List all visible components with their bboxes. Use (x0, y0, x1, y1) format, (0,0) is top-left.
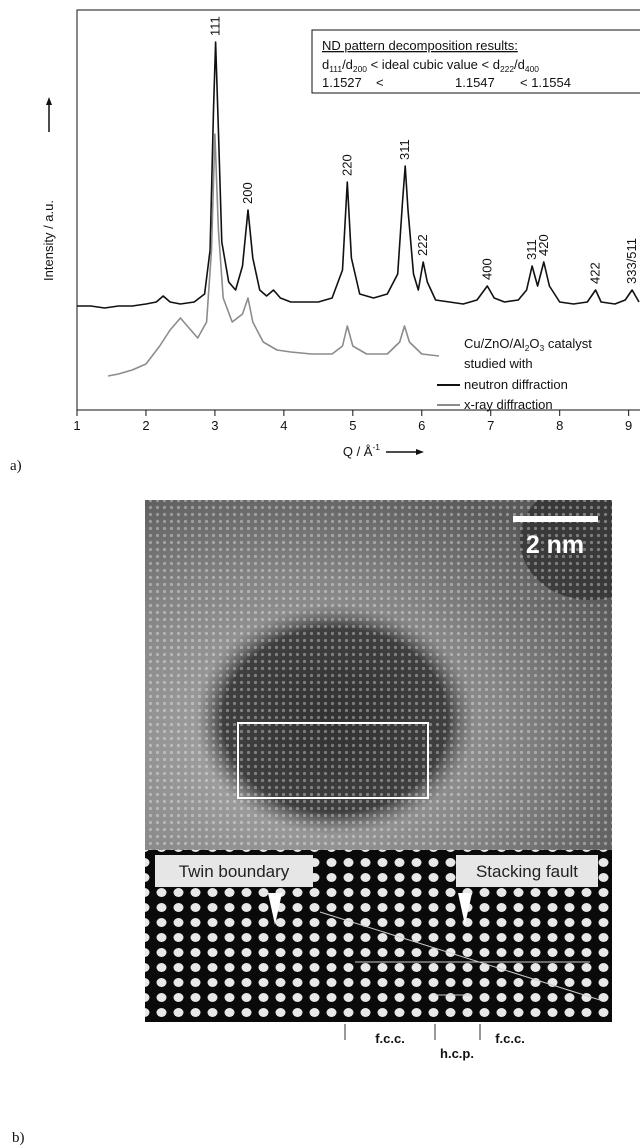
x-tick-label: 4 (280, 418, 287, 433)
peak-label: 200 (240, 182, 255, 204)
peak-label: 420 (536, 234, 551, 256)
scale-bar-label: 2 nm (526, 531, 584, 559)
text-part: d (322, 57, 329, 72)
y-axis-label: Intensity / a.u. (41, 200, 56, 281)
axis-arrow-head (46, 97, 52, 105)
region-label: f.c.c. (375, 1031, 405, 1046)
text-part: /d (342, 57, 353, 72)
panel-label: a) (10, 458, 22, 474)
legend-label: neutron diffraction (464, 377, 568, 392)
inset-value: < (376, 75, 384, 90)
subscript: 400 (525, 64, 539, 74)
peak-label: 111 (208, 16, 223, 36)
peak-label: 400 (479, 258, 494, 280)
legend-label: x-ray diffraction (464, 397, 553, 412)
text-part: /d (514, 57, 525, 72)
panel-label: b) (12, 1130, 25, 1146)
text-part: < ideal cubic value < d (367, 57, 500, 72)
peak-label: 311 (524, 239, 539, 260)
x-tick-label: 2 (142, 418, 149, 433)
x-tick-label: 5 (349, 418, 356, 433)
region-label: f.c.c. (495, 1031, 525, 1046)
rich-text: d111/d200 < ideal cubic value < d222/d40… (322, 57, 539, 74)
text-part: Q / Å (343, 444, 373, 459)
text-part: studied with (464, 356, 533, 371)
subscript: 111 (329, 64, 342, 74)
rich-text: studied with (464, 356, 533, 371)
rich-text: Cu/ZnO/Al2O3 catalyst (464, 336, 592, 353)
inset-title: ND pattern decomposition results: (322, 38, 518, 53)
text-part: catalyst (544, 336, 592, 351)
text-part: Cu/ZnO/Al (464, 336, 525, 351)
supscript: -1 (372, 442, 380, 452)
inset-box (311, 29, 640, 94)
text-part: O (529, 336, 539, 351)
inset-value: < 1.1554 (520, 75, 571, 90)
annotation: Twin boundary (179, 862, 290, 881)
inset-value: 1.1547 (455, 75, 495, 90)
data-line (77, 41, 640, 309)
inset-value: 1.1527 (322, 75, 362, 90)
x-tick-label: 6 (418, 418, 425, 433)
peak-label: 311 (397, 139, 412, 160)
x-tick-label: 1 (73, 418, 80, 433)
region-label: h.c.p. (440, 1046, 474, 1061)
x-tick-label: 7 (487, 418, 494, 433)
peak-label: 422 (588, 262, 603, 284)
x-tick-label: 8 (556, 418, 563, 433)
subscript: 200 (353, 64, 367, 74)
micrograph: 2 nm Twin boundary Stacking fault f.c.c.… (145, 500, 612, 1061)
subscript: 2 (525, 343, 530, 353)
axis-arrow-head (416, 449, 424, 455)
subscript: 222 (500, 64, 514, 74)
peak-label: 333/511 (624, 238, 639, 284)
subscript: 3 (540, 343, 545, 353)
data-line (107, 133, 440, 377)
peak-label: 222 (415, 234, 430, 256)
x-tick-label: 3 (211, 418, 218, 433)
rich-text: Q / Å-1 (343, 442, 380, 459)
x-tick-label: 9 (625, 418, 632, 433)
annotation: Stacking fault (476, 862, 578, 881)
plot-frame (76, 9, 640, 411)
peak-label: 220 (339, 154, 354, 176)
